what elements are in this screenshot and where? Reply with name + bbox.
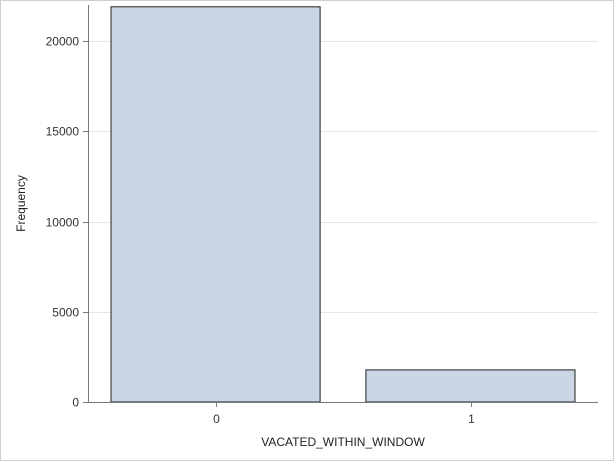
bar-1 [365,369,576,403]
x-axis-label: VACATED_WITHIN_WINDOW [261,435,425,449]
y-axis-label: Frequency [14,175,28,232]
y-tick-label: 10000 [46,216,80,230]
x-tick-label: 0 [213,412,220,426]
y-tick-label: 0 [72,396,79,410]
bars [110,6,576,403]
y-ticks: 0 5000 10000 15000 20000 [46,35,88,410]
y-tick-label: 15000 [46,125,80,139]
y-tick-label: 20000 [46,35,80,49]
axes [88,5,598,403]
bar-0 [110,6,321,403]
x-tick-label: 1 [468,412,475,426]
y-tick-label: 5000 [52,306,79,320]
